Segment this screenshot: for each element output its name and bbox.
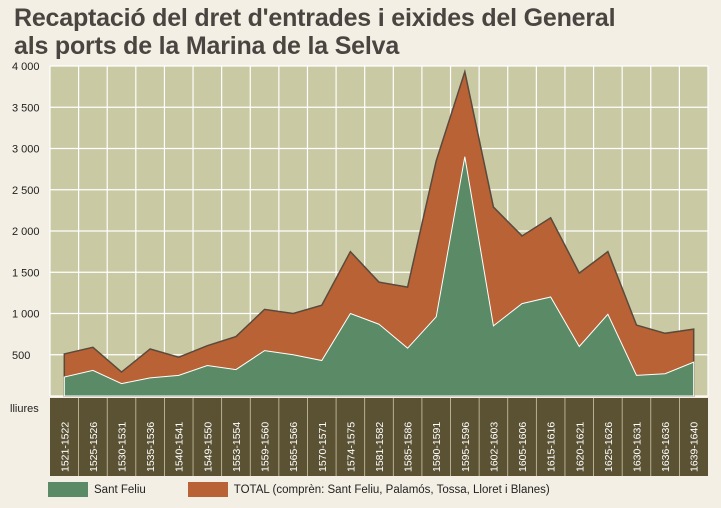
legend-swatch-sant-feliu <box>48 482 88 497</box>
x-tick-label: 1549-1550 <box>202 422 214 472</box>
x-tick-label: 1540-1541 <box>174 422 186 472</box>
x-tick-label: 1602-1603 <box>488 422 500 472</box>
x-tick-label: 1630-1631 <box>631 422 643 472</box>
x-tick-label: 1590-1591 <box>431 422 443 472</box>
x-tick-label: 1553-1554 <box>231 422 243 472</box>
legend: Sant Feliu TOTAL (comprèn: Sant Feliu, P… <box>48 482 550 497</box>
x-tick-label: 1581-1582 <box>374 422 386 472</box>
y-tick-label: 1 500 <box>12 267 40 279</box>
y-axis: 500 1 000 1 500 2 000 2 500 3 000 3 500 4 000 <box>12 61 40 362</box>
y-tick-label: 1 000 <box>12 309 40 321</box>
area-sant-feliu <box>63 156 695 397</box>
x-axis-band <box>50 398 708 476</box>
y-tick-label: 2 500 <box>12 185 40 197</box>
x-tick-label: 1639-1640 <box>689 422 701 472</box>
x-tick-label: 1535-1536 <box>145 422 157 472</box>
x-tick-label: 1570-1571 <box>317 422 329 472</box>
x-tick-label: 1620-1621 <box>574 422 586 472</box>
x-axis: 1521-1522 1525-1526 1530-1531 1535-1536 1540… <box>59 398 701 476</box>
x-tick-label: 1636-1636 <box>660 422 672 472</box>
x-tick-label: 1605-1606 <box>517 422 529 472</box>
y-tick-label: 4 000 <box>12 61 40 73</box>
legend-label-total: TOTAL (comprèn: Sant Feliu, Palamós, Tos… <box>233 483 550 496</box>
y-axis-unit-label: lliures <box>10 403 39 415</box>
y-tick-label: 3 000 <box>12 144 40 156</box>
chart-title-line-1: Recaptació del dret d'entrades i eixides… <box>14 4 616 32</box>
legend-label-sant-feliu: Sant Feliu <box>94 483 146 496</box>
y-tick-label: 3 500 <box>12 102 40 114</box>
x-tick-label: 1615-1616 <box>546 422 558 472</box>
x-tick-label: 1625-1626 <box>603 422 615 472</box>
x-tick-label: 1559-1560 <box>260 422 272 472</box>
x-tick-label: 1521-1522 <box>59 422 71 472</box>
x-tick-label: 1530-1531 <box>117 422 129 472</box>
y-tick-label: 500 <box>12 350 30 362</box>
x-tick-label: 1585-1586 <box>403 422 415 472</box>
x-tick-label: 1565-1566 <box>288 422 300 472</box>
x-tick-label: 1574-1575 <box>345 422 357 472</box>
x-tick-label: 1595-1596 <box>460 422 472 472</box>
chart-title: Recaptació del dret d'entrades i eixides… <box>14 4 714 60</box>
legend-swatch-total <box>187 482 228 497</box>
y-tick-label: 2 000 <box>12 226 40 238</box>
x-tick-label: 1525-1526 <box>88 422 100 472</box>
chart-title-line-2: als ports de la Marina de la Selva <box>14 32 400 60</box>
